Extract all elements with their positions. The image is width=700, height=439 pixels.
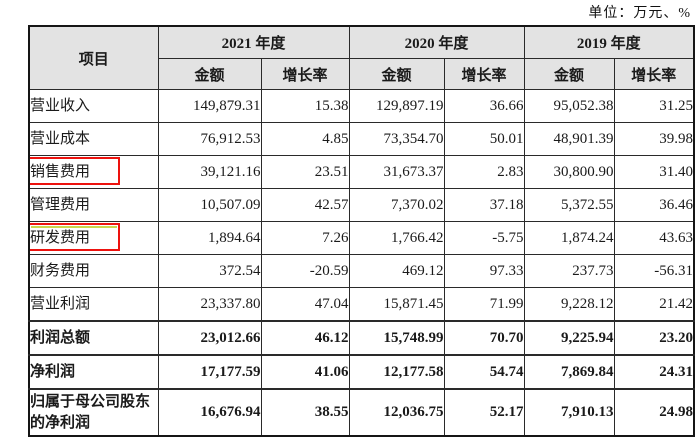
- growth-cell: 21.42: [613, 287, 695, 322]
- growth-cell: 43.63: [613, 221, 695, 255]
- amount-cell: 149,879.31: [157, 89, 262, 123]
- amount-cell: 39,121.16: [157, 155, 262, 189]
- table-row-operating-cost: 营业成本 76,912.53 4.85 73,354.70 50.01 48,9…: [28, 122, 695, 156]
- growth-cell: 4.85: [260, 122, 350, 156]
- row-label: 管理费用: [28, 188, 159, 222]
- row-label: 营业收入: [28, 89, 159, 123]
- table-row-total-profit: 利润总额 23,012.66 46.12 15,748.99 70.70 9,2…: [28, 320, 695, 356]
- growth-cell: 36.66: [443, 89, 525, 123]
- growth-cell: 42.57: [260, 188, 350, 222]
- growth-cell: 50.01: [443, 122, 525, 156]
- subheader-growth-2019: 增长率: [613, 58, 695, 90]
- amount-cell: 372.54: [157, 254, 262, 288]
- amount-cell: 95,052.38: [523, 89, 615, 123]
- amount-cell: 73,354.70: [348, 122, 445, 156]
- growth-cell: 39.98: [613, 122, 695, 156]
- growth-cell: 47.04: [260, 287, 350, 322]
- growth-cell: 38.55: [260, 388, 350, 437]
- amount-cell: 1,766.42: [348, 221, 445, 255]
- col-header-year-2019: 2019 年度: [523, 25, 695, 59]
- growth-cell: 2.83: [443, 155, 525, 189]
- amount-cell: 31,673.37: [348, 155, 445, 189]
- unit-label: 单位：万元、%: [588, 6, 691, 21]
- amount-cell: 7,370.02: [348, 188, 445, 222]
- col-header-year-2021: 2021 年度: [157, 25, 350, 59]
- header-row-sub: 金额 增长率 金额 增长率 金额 增长率: [29, 58, 695, 90]
- growth-cell: 97.33: [443, 254, 525, 288]
- annotation-highlight-line: [31, 226, 117, 228]
- amount-cell: 9,228.12: [523, 287, 615, 322]
- table-row-operating-profit: 营业利润 23,337.80 47.04 15,871.45 71.99 9,2…: [28, 287, 695, 322]
- subheader-amount-2020: 金额: [348, 58, 445, 90]
- row-label: 营业利润: [28, 287, 159, 322]
- subheader-growth-2020: 增长率: [443, 58, 525, 90]
- subheader-amount-2021: 金额: [157, 58, 262, 90]
- amount-cell: 469.12: [348, 254, 445, 288]
- growth-cell: 24.98: [613, 388, 695, 437]
- row-label: 销售费用: [28, 155, 159, 189]
- subheader-amount-2019: 金额: [523, 58, 615, 90]
- amount-cell: 9,225.94: [523, 320, 615, 356]
- financial-table: 项目 2021 年度 2020 年度 2019 年度 金额 增长率 金额 增长率…: [28, 25, 696, 437]
- col-header-year-2020: 2020 年度: [348, 25, 525, 59]
- amount-cell: 7,869.84: [523, 354, 615, 390]
- growth-cell: 54.74: [443, 354, 525, 390]
- amount-cell: 23,012.66: [157, 320, 262, 356]
- growth-cell: 71.99: [443, 287, 525, 322]
- amount-cell: 23,337.80: [157, 287, 262, 322]
- amount-cell: 15,871.45: [348, 287, 445, 322]
- amount-cell: 129,897.19: [348, 89, 445, 123]
- amount-cell: 7,910.13: [523, 388, 615, 437]
- amount-cell: 15,748.99: [348, 320, 445, 356]
- growth-cell: 15.38: [260, 89, 350, 123]
- growth-cell: -20.59: [260, 254, 350, 288]
- amount-cell: 30,800.90: [523, 155, 615, 189]
- growth-cell: 23.51: [260, 155, 350, 189]
- table-row-operating-revenue: 营业收入 149,879.31 15.38 129,897.19 36.66 9…: [28, 89, 695, 123]
- table-row-admin-expense: 管理费用 10,507.09 42.57 7,370.02 37.18 5,37…: [28, 188, 695, 222]
- growth-cell: 24.31: [613, 354, 695, 390]
- row-label: 归属于母公司股东的净利润: [28, 388, 159, 437]
- row-label: 财务费用: [28, 254, 159, 288]
- growth-cell: -56.31: [613, 254, 695, 288]
- subheader-growth-2021: 增长率: [260, 58, 350, 90]
- growth-cell: 7.26: [260, 221, 350, 255]
- growth-cell: 31.40: [613, 155, 695, 189]
- table-row-rnd-expense: 研发费用 1,894.64 7.26 1,766.42 -5.75 1,874.…: [28, 221, 695, 255]
- row-label-text: 研发费用: [30, 229, 91, 246]
- growth-cell: 37.18: [443, 188, 525, 222]
- table-row-selling-expense: 销售费用 39,121.16 23.51 31,673.37 2.83 30,8…: [28, 155, 695, 189]
- growth-cell: -5.75: [443, 221, 525, 255]
- growth-cell: 52.17: [443, 388, 525, 437]
- growth-cell: 41.06: [260, 354, 350, 390]
- amount-cell: 16,676.94: [157, 388, 262, 437]
- growth-cell: 31.25: [613, 89, 695, 123]
- amount-cell: 17,177.59: [157, 354, 262, 390]
- row-label: 利润总额: [28, 320, 159, 356]
- amount-cell: 1,894.64: [157, 221, 262, 255]
- growth-cell: 23.20: [613, 320, 695, 356]
- amount-cell: 76,912.53: [157, 122, 262, 156]
- growth-cell: 36.46: [613, 188, 695, 222]
- row-label: 净利润: [28, 354, 159, 390]
- growth-cell: 70.70: [443, 320, 525, 356]
- row-label: 营业成本: [28, 122, 159, 156]
- amount-cell: 10,507.09: [157, 188, 262, 222]
- amount-cell: 5,372.55: [523, 188, 615, 222]
- amount-cell: 12,036.75: [348, 388, 445, 437]
- header-row-years: 项目 2021 年度 2020 年度 2019 年度: [28, 25, 695, 90]
- col-header-item: 项目: [28, 25, 159, 90]
- row-label-text: 销售费用: [30, 163, 91, 180]
- amount-cell: 48,901.39: [523, 122, 615, 156]
- table-row-net-profit-parent: 归属于母公司股东的净利润 16,676.94 38.55 12,036.75 5…: [28, 388, 695, 437]
- table-row-finance-expense: 财务费用 372.54 -20.59 469.12 97.33 237.73 -…: [28, 254, 695, 288]
- amount-cell: 12,177.58: [348, 354, 445, 390]
- amount-cell: 1,874.24: [523, 221, 615, 255]
- amount-cell: 237.73: [523, 254, 615, 288]
- table-row-net-profit: 净利润 17,177.59 41.06 12,177.58 54.74 7,86…: [28, 354, 695, 390]
- growth-cell: 46.12: [260, 320, 350, 356]
- row-label: 研发费用: [28, 221, 159, 255]
